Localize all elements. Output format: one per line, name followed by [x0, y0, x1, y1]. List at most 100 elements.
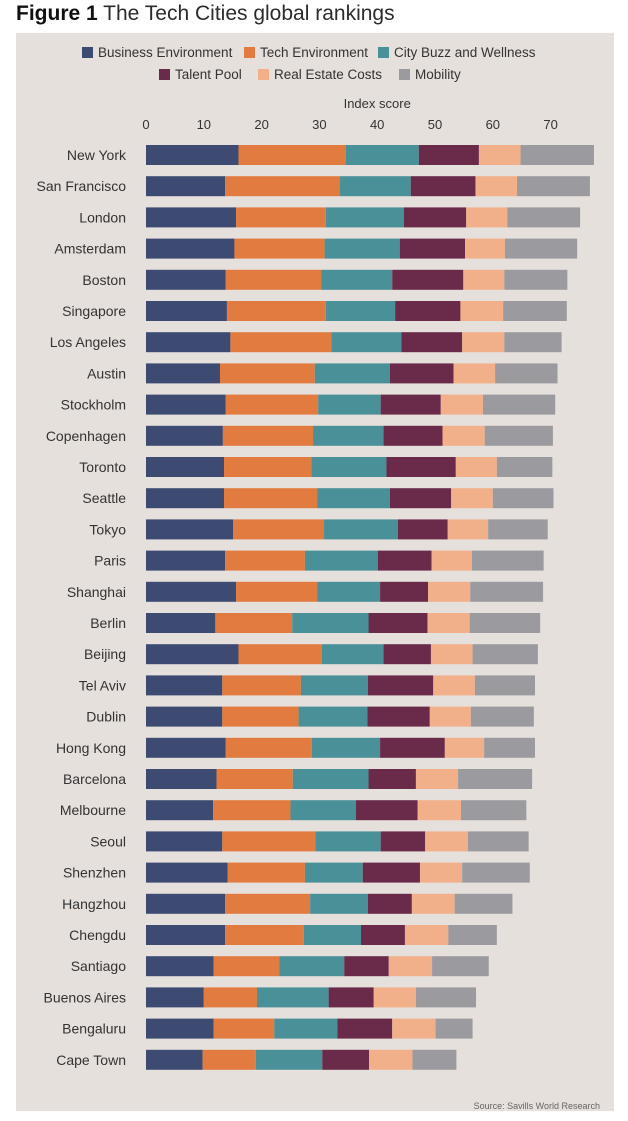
bar-segment — [520, 145, 594, 165]
bar-segment — [465, 238, 505, 259]
bar-segment — [328, 987, 374, 1008]
bar-segment — [492, 488, 554, 509]
bar-segment — [322, 1049, 370, 1070]
bar-segment — [321, 644, 384, 665]
bar-segment — [392, 1018, 436, 1039]
bar-segment — [454, 893, 513, 914]
bar-segment — [222, 675, 301, 696]
bar-segment — [389, 488, 452, 509]
category-label: San Francisco — [37, 178, 127, 194]
bar-segment — [484, 737, 535, 758]
bar-segment — [225, 893, 311, 914]
bar-segment — [227, 862, 305, 883]
bar-segment — [146, 581, 237, 602]
bar-segment — [274, 1018, 338, 1039]
bar-segment — [428, 581, 471, 602]
bar-segment — [355, 800, 418, 821]
bar-segment — [403, 207, 467, 228]
bar-segment — [368, 613, 428, 633]
category-label: Toronto — [79, 459, 126, 475]
legend-swatch — [82, 47, 93, 58]
category-label: Hangzhou — [62, 896, 126, 912]
category-label: Tokyo — [89, 521, 126, 537]
bar-segment — [146, 956, 214, 977]
x-axis-title: Index score — [344, 96, 411, 111]
bar-segment — [373, 987, 416, 1008]
bar-segment — [219, 363, 315, 384]
source-note: Source: Savills World Research — [473, 1101, 600, 1111]
bar-segment — [146, 301, 227, 321]
bar-segment — [230, 332, 332, 353]
bar-segment — [430, 644, 473, 665]
bar-segment — [380, 394, 441, 415]
category-label: Shenzhen — [63, 865, 126, 881]
bar-segment — [146, 925, 226, 945]
bar-segment — [290, 800, 356, 821]
bar-segment — [415, 987, 477, 1008]
bar-segment — [392, 269, 464, 290]
bar-segment — [383, 644, 431, 665]
bar-segment — [380, 581, 429, 602]
bar-segment — [146, 675, 223, 696]
category-label: Dublin — [86, 709, 126, 725]
bar-segment — [386, 457, 456, 477]
bar-segment — [398, 519, 448, 540]
bar-segment — [317, 581, 381, 602]
bar-segment — [461, 800, 527, 821]
bar-segment — [292, 613, 369, 633]
bar-segment — [503, 301, 567, 321]
bar-segment — [404, 925, 449, 945]
category-label: Boston — [82, 272, 126, 288]
bar-segment — [304, 862, 363, 883]
bar-segment — [367, 706, 430, 727]
bar-segment — [448, 925, 497, 945]
bar-segment — [435, 1018, 473, 1039]
bar-segment — [146, 207, 237, 228]
bar-segment — [361, 925, 405, 945]
bar-segment — [225, 550, 305, 571]
bar-segment — [466, 207, 508, 228]
bar-segment — [146, 613, 216, 633]
x-tick-label: 30 — [312, 117, 326, 132]
bar-segment — [517, 176, 590, 197]
bar-segment — [339, 176, 411, 197]
bar-segment — [470, 706, 534, 727]
bar-segment — [447, 519, 489, 540]
category-label: Seoul — [90, 833, 126, 849]
legend-swatch — [159, 69, 170, 80]
bar-segment — [344, 956, 389, 977]
category-label: Stockholm — [61, 397, 126, 413]
bar-segment — [431, 550, 472, 571]
bar-segment — [411, 893, 455, 914]
bar-segment — [314, 363, 390, 384]
bar-segment — [368, 769, 416, 789]
bar-segment — [418, 145, 479, 165]
bar-segment — [146, 706, 223, 727]
category-label: New York — [67, 147, 127, 163]
x-tick-label: 70 — [543, 117, 557, 132]
bar-segment — [496, 457, 553, 477]
bar-segment — [440, 394, 483, 415]
bar-segment — [453, 363, 496, 384]
category-label: Los Angeles — [50, 334, 126, 350]
bar-segment — [389, 363, 454, 384]
bar-segment — [146, 394, 226, 415]
category-label: Hong Kong — [56, 740, 126, 756]
figure-label: Figure 1 — [16, 2, 98, 25]
legend-swatch — [378, 47, 389, 58]
bar-segment — [236, 207, 326, 228]
bar-segment — [146, 987, 204, 1008]
category-label: Singapore — [62, 303, 126, 319]
category-label: Chengdu — [69, 927, 126, 943]
bar-segment — [504, 269, 568, 290]
bar-segment — [507, 207, 581, 228]
bar-segment — [146, 363, 220, 384]
legend-label: City Buzz and Wellness — [394, 45, 536, 60]
bar-segment — [213, 800, 291, 821]
bar-segment — [471, 550, 544, 571]
bar-segment — [460, 301, 504, 321]
bar-segment — [451, 488, 493, 509]
bar-segment — [238, 644, 322, 665]
bar-segment — [255, 1049, 323, 1070]
bar-segment — [222, 831, 316, 852]
